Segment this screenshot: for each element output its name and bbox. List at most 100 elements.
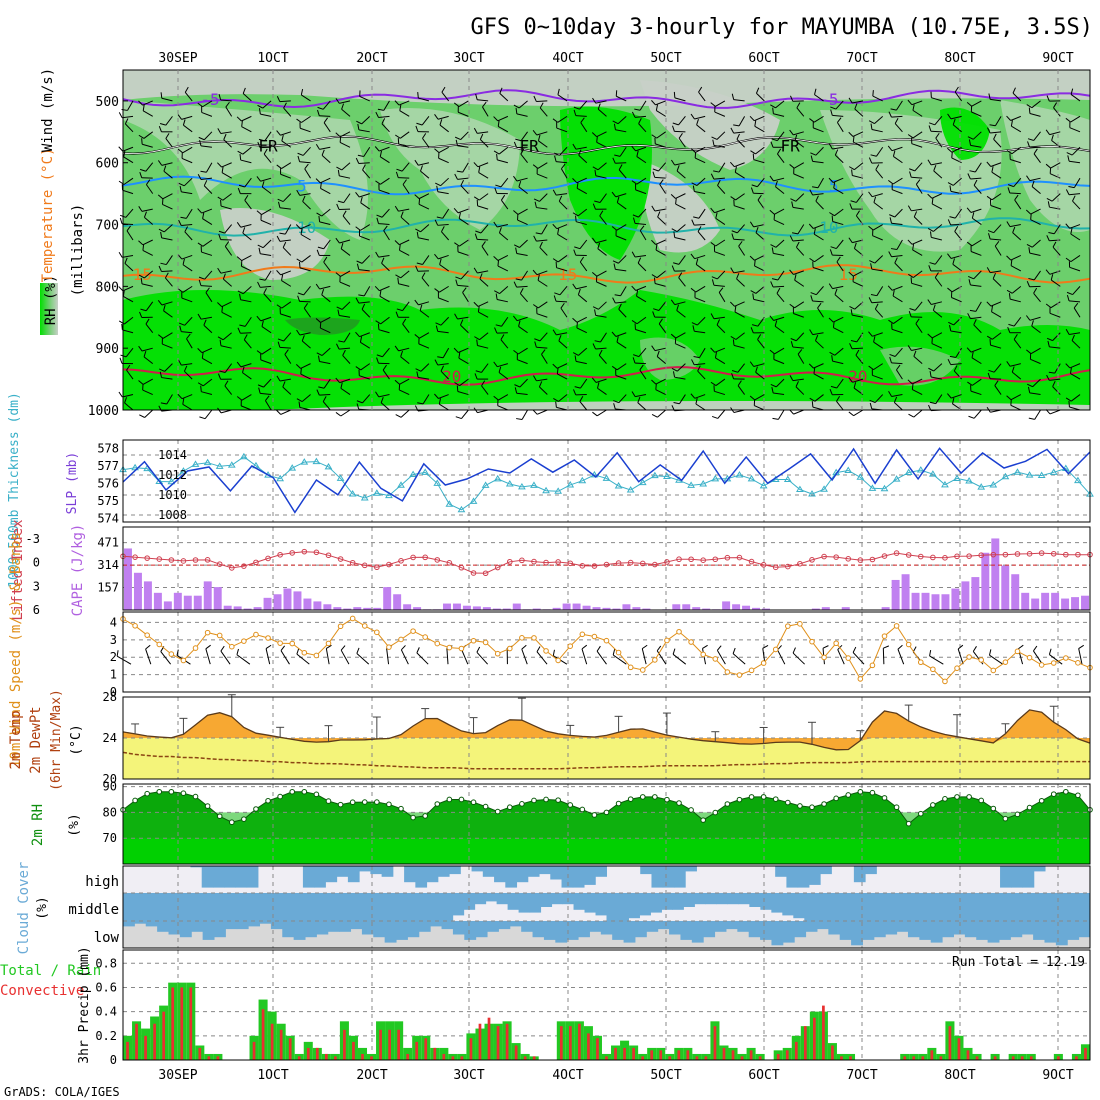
wind-barb [655, 249, 666, 256]
wind-barb-flag [853, 242, 857, 249]
wind-barb-flag [473, 127, 478, 134]
wind-barb [399, 249, 410, 256]
wind-barb [1073, 307, 1081, 318]
wind-barb [165, 255, 173, 265]
wind-barb-flag [514, 384, 521, 388]
wind-barb [418, 203, 430, 210]
cloud-unit-label: (%) [35, 896, 50, 919]
wind-barb [634, 222, 647, 226]
cloud-bar-high [797, 866, 810, 888]
precip-convective-bar [623, 1047, 626, 1060]
wind-barb [836, 122, 844, 133]
pressure-tick: 900 [96, 342, 119, 357]
wind-barb-flag [711, 276, 718, 280]
wind-barb [931, 193, 943, 199]
10m-wind-barb-flag [822, 645, 829, 649]
wind-barb-flag [474, 233, 478, 240]
wind-barb-flag [870, 263, 873, 270]
cloud-bar-low [179, 921, 192, 938]
10m-wind-barb-flag [1078, 644, 1084, 649]
wind-barb-flag [574, 386, 581, 389]
wind-barb [144, 409, 154, 418]
precip-convective-bar [686, 1050, 690, 1060]
10m-wind-barb-flag [641, 644, 648, 650]
wind-barb [477, 301, 489, 307]
cloud-bar-low [509, 921, 522, 927]
wind-barb-flag [121, 323, 123, 330]
wind-barb [952, 124, 962, 133]
wind-barb [952, 263, 962, 272]
wind-barb [575, 360, 587, 365]
wind-barb-flag [991, 166, 994, 173]
wind-barb [516, 113, 528, 117]
wind-barb [462, 162, 469, 173]
rh2m-point [253, 806, 259, 812]
wind-barb [220, 345, 232, 349]
wind-barb-flag [853, 382, 857, 389]
wind-barb [1049, 346, 1061, 349]
wind-barb [874, 308, 884, 318]
cloud-bar-low [1033, 921, 1045, 940]
10m-wind-barb-flag [883, 645, 890, 649]
wind-barb-flag [848, 271, 854, 277]
cloud-bar-middle [430, 893, 443, 921]
wind-barb [894, 402, 903, 411]
wind-barb-flag [967, 381, 973, 386]
wind-barb [1069, 224, 1081, 229]
wind-speed-point [652, 657, 658, 663]
wind-barb [836, 378, 844, 389]
wind-barb [536, 173, 548, 179]
wind-barb [362, 169, 371, 179]
cape-bar [1081, 595, 1089, 610]
wind-barb-flag [553, 152, 560, 156]
wind-barb-flag [355, 331, 360, 338]
cloud-bar-high [437, 866, 450, 877]
cloud-bar-low [703, 921, 716, 938]
lifted-index-point [313, 549, 320, 556]
panel-bg [123, 612, 1090, 692]
wind-barb-flag [297, 155, 301, 162]
wind-barb-flag [928, 265, 932, 272]
cloud-bar-low [771, 921, 784, 946]
cloud-bar-middle [375, 893, 388, 921]
wind-speed-point [1014, 648, 1021, 655]
wind-barb-flag [239, 293, 242, 300]
wind-barb-flag [790, 95, 794, 102]
wind-speed-point [893, 623, 900, 629]
wind-barb [675, 332, 686, 339]
cape-bar [582, 605, 591, 610]
wind-barb [541, 224, 548, 235]
wind-barb [852, 131, 864, 137]
wind-barb [457, 251, 469, 256]
wind-barb-flag [124, 257, 128, 264]
wind-barb [774, 208, 785, 215]
wind-barb-flag [434, 359, 439, 366]
cape-bar [562, 603, 571, 610]
wind-barb-flag [375, 180, 381, 185]
wind-barb [279, 207, 291, 210]
wind-barb-flag [632, 357, 636, 364]
wind-barb-flag [836, 256, 841, 263]
wind-barb-flag [415, 368, 422, 372]
wind-barb [363, 286, 371, 297]
wind-barb-flag [297, 292, 304, 296]
wind-barb-flag [455, 279, 458, 286]
precip-convective-bar [379, 1029, 382, 1060]
wind-barb [321, 154, 331, 164]
wind-barb-flag [186, 333, 191, 340]
wind-barb-flag [243, 334, 248, 340]
wind-barb [678, 277, 686, 287]
wind-barb-flag [336, 306, 343, 310]
wind-barb-flag [395, 134, 401, 139]
wind-barb [875, 169, 884, 179]
wind-barb-flag [848, 237, 853, 243]
wind-barb [221, 311, 232, 318]
wind-barb [165, 138, 173, 148]
wind-barb [282, 386, 292, 395]
wind-barb-flag [217, 302, 223, 308]
wind-barb-flag [560, 302, 565, 309]
wind-barb-flag [402, 179, 407, 185]
wind-barb-flag [335, 272, 341, 277]
precip-convective-bar [153, 1023, 156, 1060]
wind-barb [694, 363, 706, 366]
